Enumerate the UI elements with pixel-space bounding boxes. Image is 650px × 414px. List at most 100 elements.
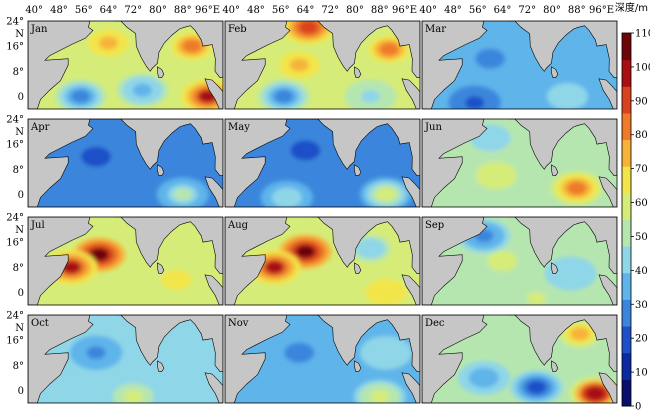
lon-tick-label: 80°: [543, 5, 561, 16]
lon-tick-label: 96°E: [589, 5, 614, 16]
lat-tick-label: 16°: [6, 336, 24, 347]
depth-anomalies: [54, 26, 223, 109]
depth-contour: [527, 380, 547, 394]
colorbar-tick-label: 0: [635, 402, 641, 413]
panel-may: May: [224, 118, 421, 208]
lon-tick-label: 64°: [100, 5, 118, 16]
lon-tick-label: 56°: [272, 5, 290, 16]
depth-contour: [527, 292, 547, 305]
lon-tick-label: 88°: [371, 5, 389, 16]
colorbar-swatch: [622, 86, 631, 114]
colorbar-tick-label: 20: [635, 334, 648, 345]
lon-tick-label: 48°: [444, 5, 462, 16]
colorbar-swatch: [622, 219, 631, 247]
colorbar-swatch: [622, 112, 631, 141]
depth-contour: [360, 89, 380, 103]
land: [422, 217, 617, 305]
depth-contour: [379, 42, 399, 56]
lat-tick-label: 0: [18, 190, 24, 201]
lat-tick-label: 8°: [13, 67, 24, 78]
month-label: Dec: [425, 318, 445, 329]
lon-tick-label: 64°: [494, 5, 512, 16]
depth-contour: [567, 181, 587, 195]
depth-anomalies: [70, 335, 209, 403]
lat-tick-label: N: [15, 225, 24, 236]
lon-tick-label: 64°: [297, 5, 315, 16]
depth-contour: [465, 96, 485, 109]
depth-contour: [74, 191, 94, 205]
colorbar-tick-label: 70: [635, 164, 648, 175]
land: [225, 217, 420, 305]
depth-contour: [376, 187, 396, 201]
colorbar-frame: [621, 32, 632, 407]
colorbar-swatch: [622, 166, 631, 194]
depth-contour: [474, 371, 494, 385]
lon-tick-label: 72°: [518, 5, 536, 16]
depth-contour: [265, 260, 285, 274]
colorbar-swatch: [622, 352, 631, 380]
axes-labels: 40° 48° 56° 64° 72° 80° 88° 96°E 40° 48° 56° 64° 72°…: [6, 5, 614, 397]
depth-contour: [86, 346, 106, 360]
land: [422, 119, 617, 207]
depth-anomalies: [260, 133, 412, 207]
lat-tick-label: 16°: [6, 238, 24, 249]
lon-tick-label: 48°: [50, 5, 68, 16]
panel-frame: [421, 118, 618, 208]
panel-frame: [421, 314, 618, 404]
colorbar-swatch: [622, 192, 631, 220]
lon-tick-label: 80°: [346, 5, 364, 16]
panel-frame: [224, 118, 421, 208]
month-label: Oct: [31, 318, 49, 329]
lon-tick-label: 88°: [568, 5, 586, 16]
lon-tick-label: 96°E: [392, 5, 417, 16]
lat-tick-label: N: [15, 323, 24, 334]
depth-contour: [585, 387, 605, 401]
panel-feb: Feb: [224, 20, 421, 110]
depth-anomalies: [448, 41, 594, 109]
colorbar-tick-label: 60: [635, 198, 648, 209]
month-label: Mar: [425, 24, 446, 35]
lat-tick-label: 24°: [6, 17, 24, 28]
colorbar-tick-label: 10: [635, 368, 648, 379]
lon-tick-label: 40°: [222, 5, 240, 16]
panel-frame: [421, 216, 618, 306]
depth-anomalies: [464, 120, 603, 206]
panel-jul: Jul: [27, 216, 224, 306]
depth-anomalies: [248, 231, 412, 305]
colorbar-swatch: [622, 299, 631, 327]
colorbar-swatch: [622, 246, 631, 274]
depth-anomalies: [457, 218, 597, 305]
lat-tick-label: 0: [18, 92, 24, 103]
colorbar-title: 深度/m: [615, 1, 648, 14]
depth-contour: [133, 83, 153, 97]
lon-tick-label: 80°: [149, 5, 167, 16]
panel-frame: [27, 20, 224, 110]
depth-contour: [289, 346, 309, 360]
month-label: Jul: [30, 220, 45, 231]
lon-tick-label: 72°: [321, 5, 339, 16]
depth-contour: [480, 131, 500, 145]
panel-mar: Mar: [421, 20, 618, 110]
lat-tick-label: N: [15, 29, 24, 40]
colorbar-tick-label: 50: [635, 232, 648, 243]
month-label: Aug: [227, 220, 249, 231]
lat-tick-label: 0: [18, 386, 24, 397]
lon-tick-label: 56°: [75, 5, 93, 16]
depth-contour: [274, 89, 294, 103]
colorbar-tick-label: 100: [635, 62, 650, 73]
panel-frame: [224, 314, 421, 404]
colorbar-tick-label: 110: [635, 29, 650, 40]
panel-frame: [27, 314, 224, 404]
depth-contour: [492, 254, 512, 268]
depth-contour: [123, 390, 143, 403]
depth-anomalies: [273, 335, 412, 403]
lat-tick-label: 24°: [6, 115, 24, 126]
panel-frame: [224, 216, 421, 306]
lat-tick-label: 16°: [6, 140, 24, 151]
depth-anomalies: [57, 139, 209, 207]
colorbar-swatch: [622, 326, 631, 354]
lon-tick-label: 56°: [469, 5, 487, 16]
depth-contour: [86, 150, 106, 164]
colorbar-tick-label: 90: [635, 96, 648, 107]
